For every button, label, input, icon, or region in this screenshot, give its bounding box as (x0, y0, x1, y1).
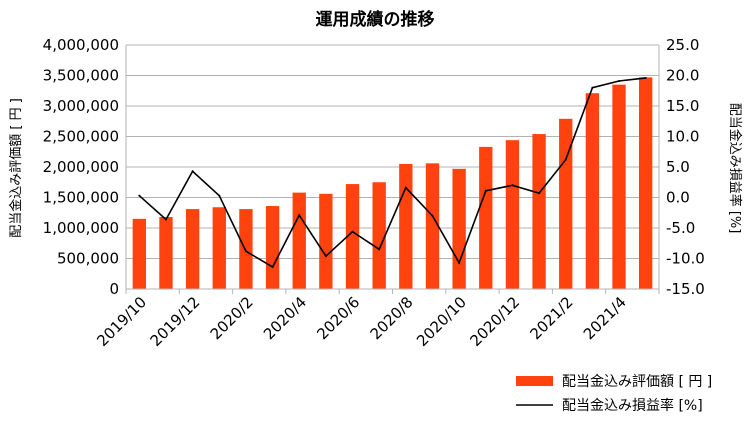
bar (319, 193, 333, 289)
left-tick-label: 3,000,000 (43, 97, 119, 115)
right-tick-label: 15.0 (666, 97, 699, 115)
line-point (138, 194, 141, 197)
bar (132, 218, 146, 289)
axes (125, 45, 660, 294)
bar (239, 209, 253, 289)
x-tick-label: 2020/8 (367, 293, 417, 343)
bar (159, 217, 173, 289)
left-axis-title: 配当金込み評価額 [ 円 ] (8, 98, 24, 238)
line-point (271, 266, 274, 269)
line-point (484, 189, 487, 192)
line-point (298, 214, 301, 217)
line-point (191, 170, 194, 173)
bar-series (132, 77, 653, 290)
x-tick-label: 2020/4 (260, 293, 310, 343)
bar (185, 209, 200, 289)
line-point (431, 214, 434, 217)
left-tick-label: 500,000 (57, 250, 119, 268)
left-axis-ticks: 0 500,000 1,000,000 1,500,000 2,000,000 2,500… (43, 36, 119, 298)
bar (372, 182, 386, 289)
grid (126, 44, 659, 290)
line-point (324, 255, 327, 258)
right-tick-label: -15.0 (666, 280, 705, 298)
line-series (138, 76, 647, 269)
left-tick-label: 0 (109, 280, 119, 298)
x-tick-label: 2020/6 (313, 293, 363, 343)
line-point (644, 76, 647, 79)
line-point (404, 186, 407, 189)
bar (345, 184, 360, 289)
right-axis-ticks: -15.0 -10.0 -5.0 0.0 5.0 10.0 15.0 20.0 25.0 (666, 36, 705, 298)
right-axis-title: 配当金込み損益率 [%] (727, 103, 743, 234)
right-tick-label: 10.0 (666, 128, 699, 146)
bar (505, 140, 520, 289)
legend: 配当金込み評価額 [ 円 ] 配当金込み損益率 [%] (516, 374, 712, 414)
x-tick-label: 2019/10 (93, 293, 150, 350)
legend-swatch-bar (516, 376, 553, 386)
line-path (138, 77, 646, 269)
line-point (458, 261, 461, 264)
line-point (378, 248, 381, 251)
left-tick-label: 2,000,000 (43, 158, 119, 176)
legend-label-bar: 配当金込み評価額 [ 円 ] (562, 374, 712, 390)
line-point (164, 218, 167, 221)
left-tick-label: 3,500,000 (43, 67, 119, 85)
bar (452, 168, 466, 289)
x-tick-label: 2021/2 (527, 293, 577, 343)
line-point (218, 194, 221, 197)
x-tick-label: 2020/2 (207, 293, 257, 343)
line-point (618, 79, 621, 82)
line-point (511, 184, 514, 187)
x-tick-label: 2021/4 (580, 293, 630, 343)
left-tick-label: 1,500,000 (43, 189, 119, 207)
left-tick-label: 4,000,000 (43, 36, 119, 54)
line-point (244, 250, 247, 253)
line-point (538, 192, 541, 195)
line-point (591, 86, 594, 89)
bar (639, 77, 653, 289)
bar (399, 163, 413, 289)
bar (479, 146, 493, 289)
x-tick-label: 2019/12 (147, 293, 204, 350)
legend-label-line: 配当金込み損益率 [%] (562, 397, 703, 414)
bar (265, 206, 280, 289)
bar (532, 134, 546, 289)
bar (425, 163, 440, 289)
left-tick-label: 1,000,000 (43, 219, 119, 237)
right-tick-label: 25.0 (666, 36, 699, 54)
right-tick-label: 5.0 (666, 158, 690, 176)
bar (585, 93, 600, 289)
bar (612, 84, 626, 290)
bar (559, 118, 573, 289)
right-tick-label: -10.0 (666, 250, 705, 268)
chart-title: 運用成績の推移 (316, 9, 435, 30)
line-point (351, 230, 354, 233)
left-tick-label: 2,500,000 (43, 128, 119, 146)
right-tick-label: 20.0 (666, 67, 699, 85)
x-tick-label: 2020/10 (413, 293, 470, 350)
right-tick-label: -5.0 (666, 219, 695, 237)
x-tick-label: 2020/12 (466, 293, 523, 350)
bar (212, 207, 226, 289)
right-tick-label: 0.0 (666, 189, 690, 207)
line-point (564, 158, 567, 161)
bar (292, 192, 306, 289)
